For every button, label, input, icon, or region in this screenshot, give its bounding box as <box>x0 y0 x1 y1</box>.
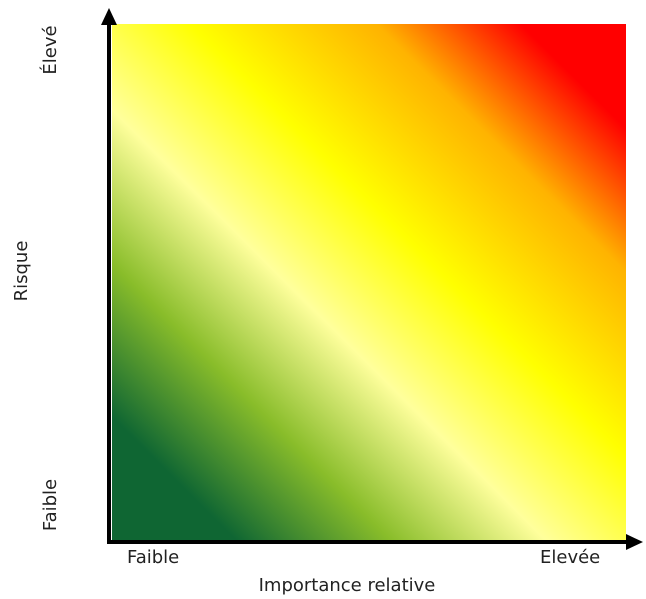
y-axis-low-label: Faible <box>40 478 61 532</box>
x-axis-title: Importance relative <box>258 575 436 596</box>
y-axis-high-label: Élevé <box>40 25 61 75</box>
x-axis-high-label: Elevée <box>540 547 601 568</box>
risk-gradient-area <box>112 24 626 540</box>
y-axis-title: Risque <box>11 240 32 302</box>
x-axis-low-label: Faible <box>127 547 180 568</box>
x-axis-arrowhead <box>626 534 643 550</box>
y-axis-arrowhead <box>101 8 117 25</box>
